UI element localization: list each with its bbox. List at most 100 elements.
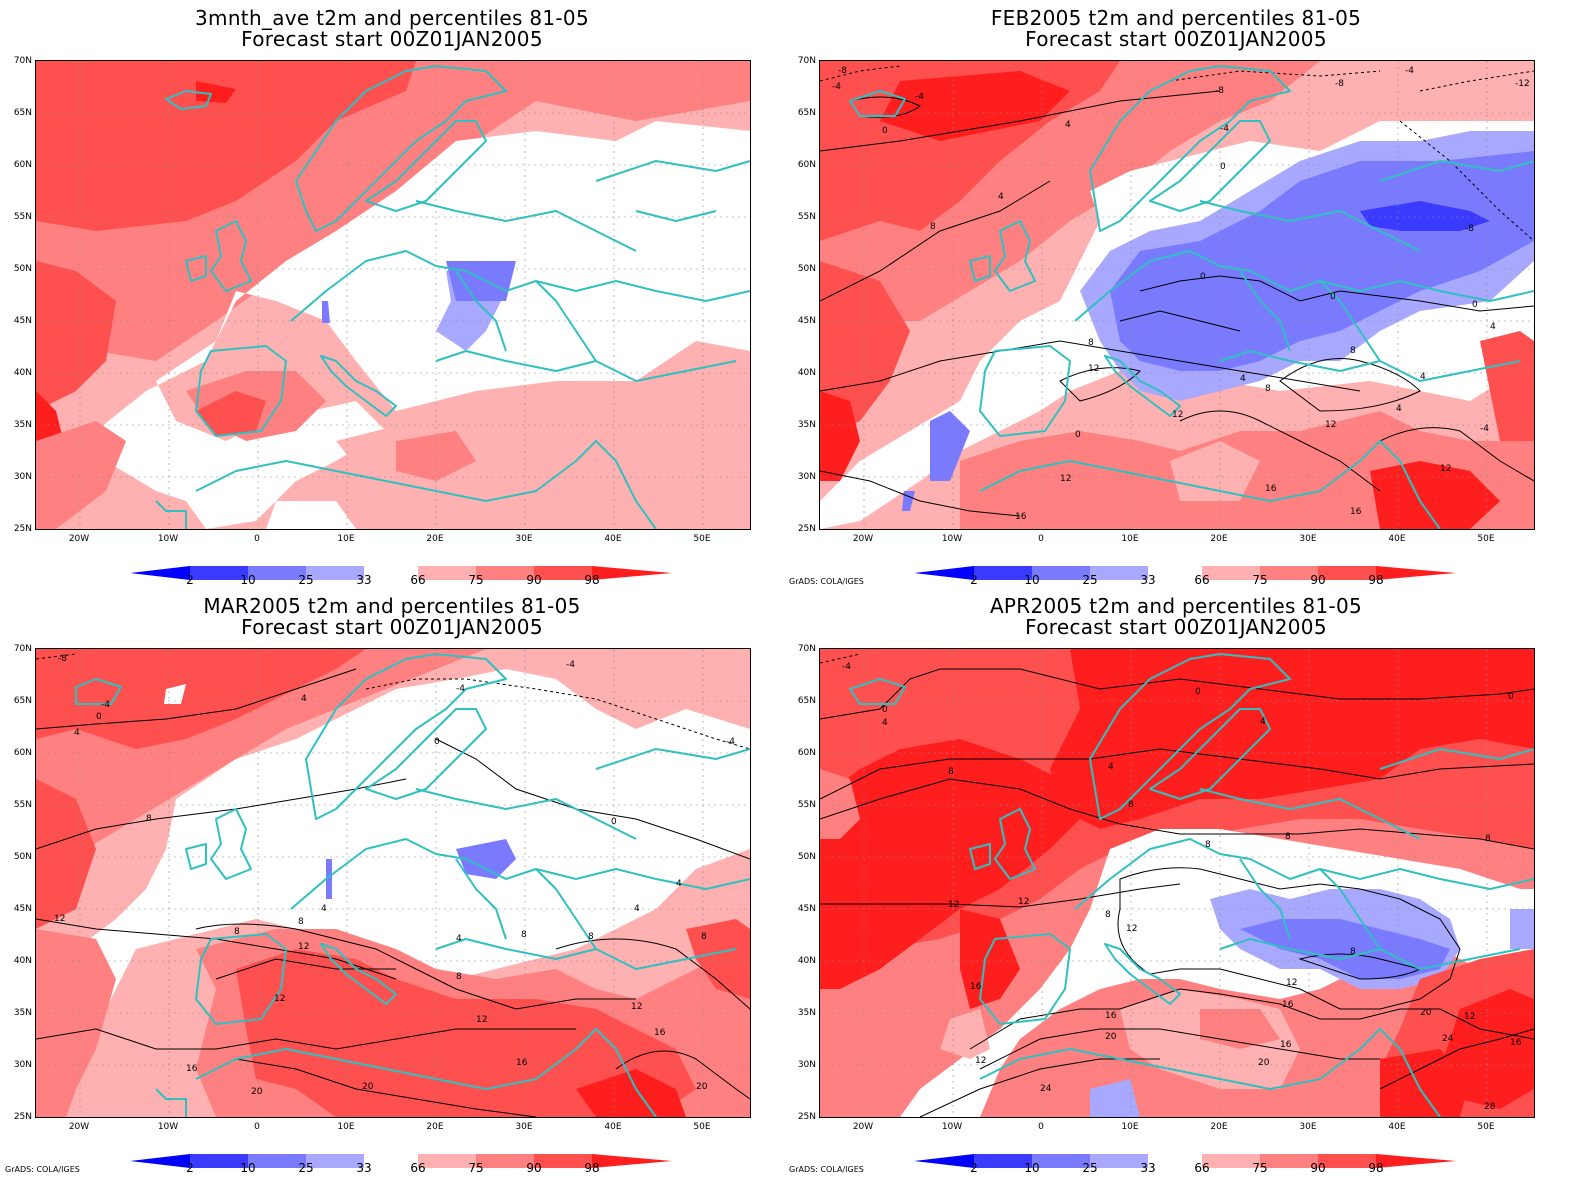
lon-label: 30E: [1299, 534, 1317, 544]
lat-label: 50N: [797, 264, 816, 274]
lon-label: 10W: [941, 1122, 963, 1132]
contour-label: 8: [1265, 384, 1271, 394]
contour-label: 4: [1420, 372, 1426, 382]
colorbar-label: 66: [1194, 573, 1210, 587]
lon-label: 20W: [68, 534, 90, 544]
contour-label: 16: [1015, 512, 1027, 522]
contour-label: 20: [696, 1082, 708, 1092]
map-panel-apr2005: APR2005 t2m and percentiles 81-05 Foreca…: [784, 588, 1582, 1186]
lon-label: 20E: [1210, 534, 1228, 544]
panel-title: APR2005 t2m and percentiles 81-05 Foreca…: [819, 596, 1533, 638]
grads-credit: GrADS: COLA/IGES: [5, 1165, 80, 1174]
map-panel-feb2005: FEB2005 t2m and percentiles 81-05 Foreca…: [784, 0, 1582, 598]
contour-label: 20: [1258, 1058, 1270, 1068]
contour-label: 8: [1350, 346, 1356, 356]
contour-label: -8: [1215, 86, 1224, 96]
percentile-map: [36, 61, 750, 529]
contour-label: 0: [1472, 300, 1478, 310]
map-area: -8 -4 -8 -8 -4 -12 -4 0 4 -4 0 4 8 -8 0 …: [819, 60, 1535, 530]
title-line-2: Forecast start 00Z01JAN2005: [241, 615, 543, 639]
contour-label: 8: [1485, 834, 1491, 844]
lat-label: 65N: [13, 108, 32, 118]
colorbar-label: 66: [1194, 1161, 1210, 1175]
contour-label: 4: [634, 904, 640, 914]
contour-label: 0: [882, 126, 888, 136]
lon-label: 50E: [693, 1122, 711, 1132]
contour-label: -4: [726, 737, 735, 747]
lat-label: 60N: [13, 160, 32, 170]
lat-label: 65N: [797, 108, 816, 118]
map-panel-3month: 3mnth_ave t2m and percentiles 81-05 Fore…: [0, 0, 798, 598]
colorbar-label: 98: [1368, 1161, 1384, 1175]
lat-label: 25N: [13, 524, 32, 534]
contour-label: 8: [456, 972, 462, 982]
contour-label: -4: [456, 684, 465, 694]
lat-label: 55N: [797, 800, 816, 810]
lon-label: 30E: [515, 1122, 533, 1132]
lat-label: 60N: [797, 748, 816, 758]
lon-label: 20W: [852, 1122, 874, 1132]
lon-label: 10E: [337, 1122, 355, 1132]
lon-label: 40E: [604, 534, 622, 544]
contour-label: 12: [1325, 420, 1336, 430]
colorbar: [914, 566, 1456, 580]
colorbar-label: 90: [526, 1161, 542, 1175]
colorbar-label: 75: [468, 1161, 484, 1175]
colorbar-label: 25: [298, 573, 314, 587]
contour-label: 8: [1285, 832, 1291, 842]
contour-label: 4: [456, 934, 462, 944]
colorbar-label: 2: [970, 573, 978, 587]
contour-label: 12: [298, 942, 309, 952]
colorbar: [130, 566, 672, 580]
lon-label: 50E: [1477, 534, 1495, 544]
contour-label: 8: [1128, 800, 1134, 810]
lat-label: 60N: [797, 160, 816, 170]
lon-label: 20W: [852, 534, 874, 544]
contour-label: -8: [838, 66, 847, 76]
lon-label: 40E: [604, 1122, 622, 1132]
contour-label: 12: [274, 994, 285, 1004]
grads-credit: GrADS: COLA/IGES: [789, 1165, 864, 1174]
lon-label: 20E: [426, 1122, 444, 1132]
contour-label: 0: [611, 817, 617, 827]
contour-label: 16: [186, 1064, 198, 1074]
percentile-map: -8 -4 -4 0 4 4 -4 -4 0 8 0 4 4 8 12 4 8 …: [36, 649, 750, 1117]
contour-label: 8: [146, 814, 152, 824]
contour-label: 16: [516, 1058, 528, 1068]
lat-label: 25N: [797, 524, 816, 534]
contour-label: 4: [1065, 120, 1071, 130]
contour-label: 8: [1205, 840, 1211, 850]
lat-label: 50N: [797, 852, 816, 862]
contour-label: 8: [1350, 947, 1356, 957]
lon-label: 40E: [1388, 534, 1406, 544]
contour-label: 8: [521, 930, 527, 940]
contour-label: 16: [970, 982, 982, 992]
contour-label: 16: [1510, 1038, 1522, 1048]
grads-credit: GrADS: COLA/IGES: [789, 577, 864, 586]
colorbar-label: 66: [410, 1161, 426, 1175]
lat-label: 45N: [797, 904, 816, 914]
lat-label: 35N: [797, 420, 816, 430]
contour-label: -4: [101, 700, 110, 710]
contour-label: 0: [96, 712, 102, 722]
contour-label: 12: [54, 914, 65, 924]
contour-label: -8: [58, 654, 67, 664]
lat-label: 65N: [13, 696, 32, 706]
contour-label: 8: [298, 917, 304, 927]
lat-label: 55N: [13, 800, 32, 810]
contour-label: 28: [1484, 1102, 1496, 1112]
percentile-map: -4 0 4 0 4 0 4 8 8 8 8 8 12 12 8 12 12 8…: [820, 649, 1534, 1117]
contour-label: -4: [842, 662, 851, 672]
contour-label: 20: [362, 1082, 374, 1092]
colorbar-label: 33: [1140, 1161, 1156, 1175]
contour-label: 4: [74, 728, 80, 738]
contour-label: 12: [1464, 1012, 1475, 1022]
lon-label: 30E: [515, 534, 533, 544]
colorbar-label: 2: [186, 573, 194, 587]
contour-label: 4: [1396, 404, 1402, 414]
contour-label: 0: [1075, 430, 1081, 440]
contour-label: 20: [1420, 1008, 1432, 1018]
map-area: -4 0 4 0 4 0 4 8 8 8 8 8 12 12 8 12 12 8…: [819, 648, 1535, 1118]
lon-label: 0: [254, 1122, 260, 1132]
contour-label: 0: [1220, 162, 1226, 172]
